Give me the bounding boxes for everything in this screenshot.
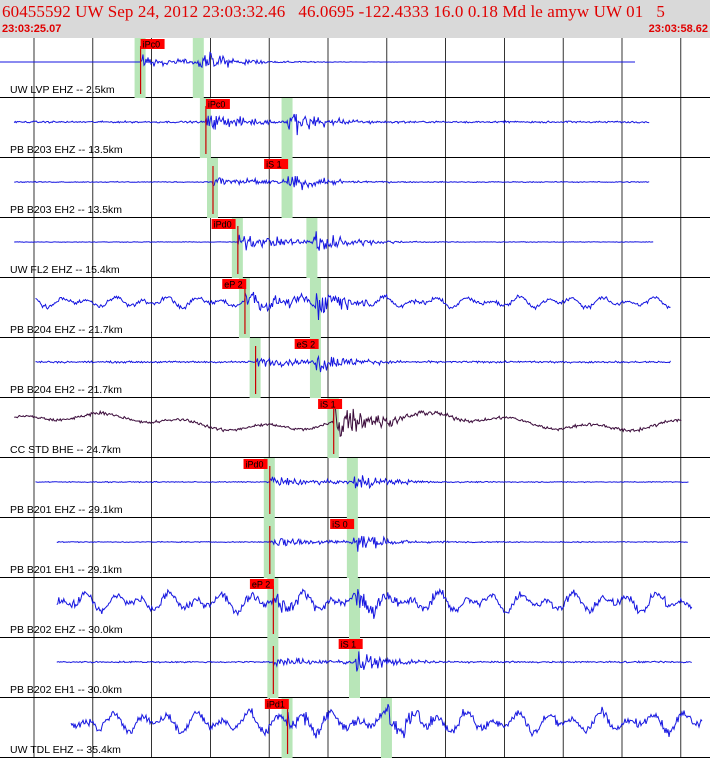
pick-label: iPd1 bbox=[267, 700, 285, 710]
pick-label: iS 0 bbox=[332, 520, 348, 530]
station-label: PB B204 EHZ -- 21.7km bbox=[10, 324, 123, 336]
pick-box bbox=[264, 159, 289, 169]
trace-row: eS 2 PB B204 EH2 -- 21.7km bbox=[0, 338, 710, 398]
station-label: PB B203 EH2 -- 13.5km bbox=[10, 204, 122, 216]
trace-row: eP 2 PB B204 EHZ -- 21.7km bbox=[0, 278, 710, 338]
pick-box bbox=[294, 339, 319, 349]
station-label: UW FL2 EHZ -- 15.4km bbox=[10, 264, 120, 276]
pick-label: eP 2 bbox=[252, 580, 270, 590]
station-label: PB B201 EH1 -- 29.1km bbox=[10, 564, 122, 576]
pick-label: eP 2 bbox=[224, 280, 242, 290]
trace-row: iPc0 PB B203 EHZ -- 13.5km bbox=[0, 98, 710, 158]
waveform-line bbox=[13, 113, 650, 136]
station-label: PB B202 EH1 -- 30.0km bbox=[10, 684, 122, 696]
s-arrival-band bbox=[281, 98, 293, 158]
waveform-line bbox=[14, 175, 650, 191]
trace-row: iS 0 PB B201 EH1 -- 29.1km bbox=[0, 518, 710, 578]
seismogram-plot: iPc0 UW LVP EHZ -- 2.5km iPc0 PB B203 EHZ -… bbox=[0, 38, 710, 758]
s-arrival-band bbox=[349, 638, 360, 698]
station-label: PB B203 EHZ -- 13.5km bbox=[10, 144, 123, 156]
station-label: PB B202 EHZ -- 30.0km bbox=[10, 624, 123, 636]
pick-box bbox=[211, 219, 236, 229]
pick-box bbox=[330, 519, 355, 529]
pick-label: iS 1 bbox=[320, 400, 336, 410]
s-arrival-band bbox=[309, 338, 321, 398]
pick-label: iPc0 bbox=[143, 40, 161, 50]
trace-row: iPd1 UW TDL EHZ -- 35.4km bbox=[0, 698, 710, 758]
waveform-line bbox=[70, 704, 703, 739]
s-arrival-band bbox=[192, 38, 204, 98]
pick-label: iS 1 bbox=[266, 160, 282, 170]
pick-box bbox=[205, 99, 230, 109]
pick-box bbox=[140, 39, 165, 49]
waveform-line bbox=[35, 291, 671, 321]
waveform-line bbox=[56, 651, 692, 672]
waveform-line bbox=[14, 402, 682, 437]
station-label: UW LVP EHZ -- 2.5km bbox=[10, 84, 115, 96]
pick-box bbox=[318, 399, 343, 409]
station-label: PB B201 EHZ -- 29.1km bbox=[10, 504, 123, 516]
header-bar: 60455592 UW Sep 24, 2012 23:03:32.46 46.… bbox=[0, 0, 710, 38]
pick-box bbox=[264, 699, 289, 709]
s-arrival-band bbox=[346, 458, 358, 518]
pick-label: iPc0 bbox=[208, 100, 226, 110]
event-title: 60455592 UW Sep 24, 2012 23:03:32.46 46.… bbox=[2, 2, 666, 21]
trace-row: iPc0 UW LVP EHZ -- 2.5km bbox=[0, 38, 710, 98]
pick-label: iPd0 bbox=[246, 460, 264, 470]
trace-row: iS 1 PB B203 EH2 -- 13.5km bbox=[0, 158, 710, 218]
s-arrival-band bbox=[346, 518, 358, 578]
pick-box bbox=[243, 459, 268, 469]
waveform-line bbox=[56, 535, 688, 552]
s-arrival-band bbox=[281, 158, 293, 218]
start-time: 23:03:25.07 bbox=[2, 23, 62, 35]
waveform-line bbox=[35, 354, 671, 373]
s-arrival-band bbox=[306, 218, 318, 278]
pick-label: iPd0 bbox=[214, 220, 232, 230]
trace-row: iPd0 PB B201 EHZ -- 29.1km bbox=[0, 458, 710, 518]
trace-row: iS 1 PB B202 EH1 -- 30.0km bbox=[0, 638, 710, 698]
station-label: UW TDL EHZ -- 35.4km bbox=[10, 744, 121, 756]
pick-label: iS 1 bbox=[341, 640, 357, 650]
s-arrival-band bbox=[380, 698, 392, 758]
s-arrival-band bbox=[349, 578, 360, 638]
station-label: CC STD BHE -- 24.7km bbox=[10, 444, 121, 456]
waveform-line bbox=[35, 475, 689, 490]
trace-row: iPd0 UW FL2 EHZ -- 15.4km bbox=[0, 218, 710, 278]
trace-row: eP 2 PB B202 EHZ -- 30.0km bbox=[0, 578, 710, 638]
waveform-line bbox=[0, 51, 635, 69]
pick-label: eS 2 bbox=[297, 340, 316, 350]
trace-row: iS 1 CC STD BHE -- 24.7km bbox=[0, 398, 710, 458]
pick-box bbox=[222, 279, 247, 289]
pick-box bbox=[249, 579, 274, 589]
station-label: PB B204 EH2 -- 21.7km bbox=[10, 384, 122, 396]
end-time: 23:03:58.62 bbox=[648, 23, 708, 35]
waveform-line bbox=[14, 231, 654, 251]
pick-box bbox=[338, 639, 363, 649]
waveform-line bbox=[56, 587, 693, 619]
